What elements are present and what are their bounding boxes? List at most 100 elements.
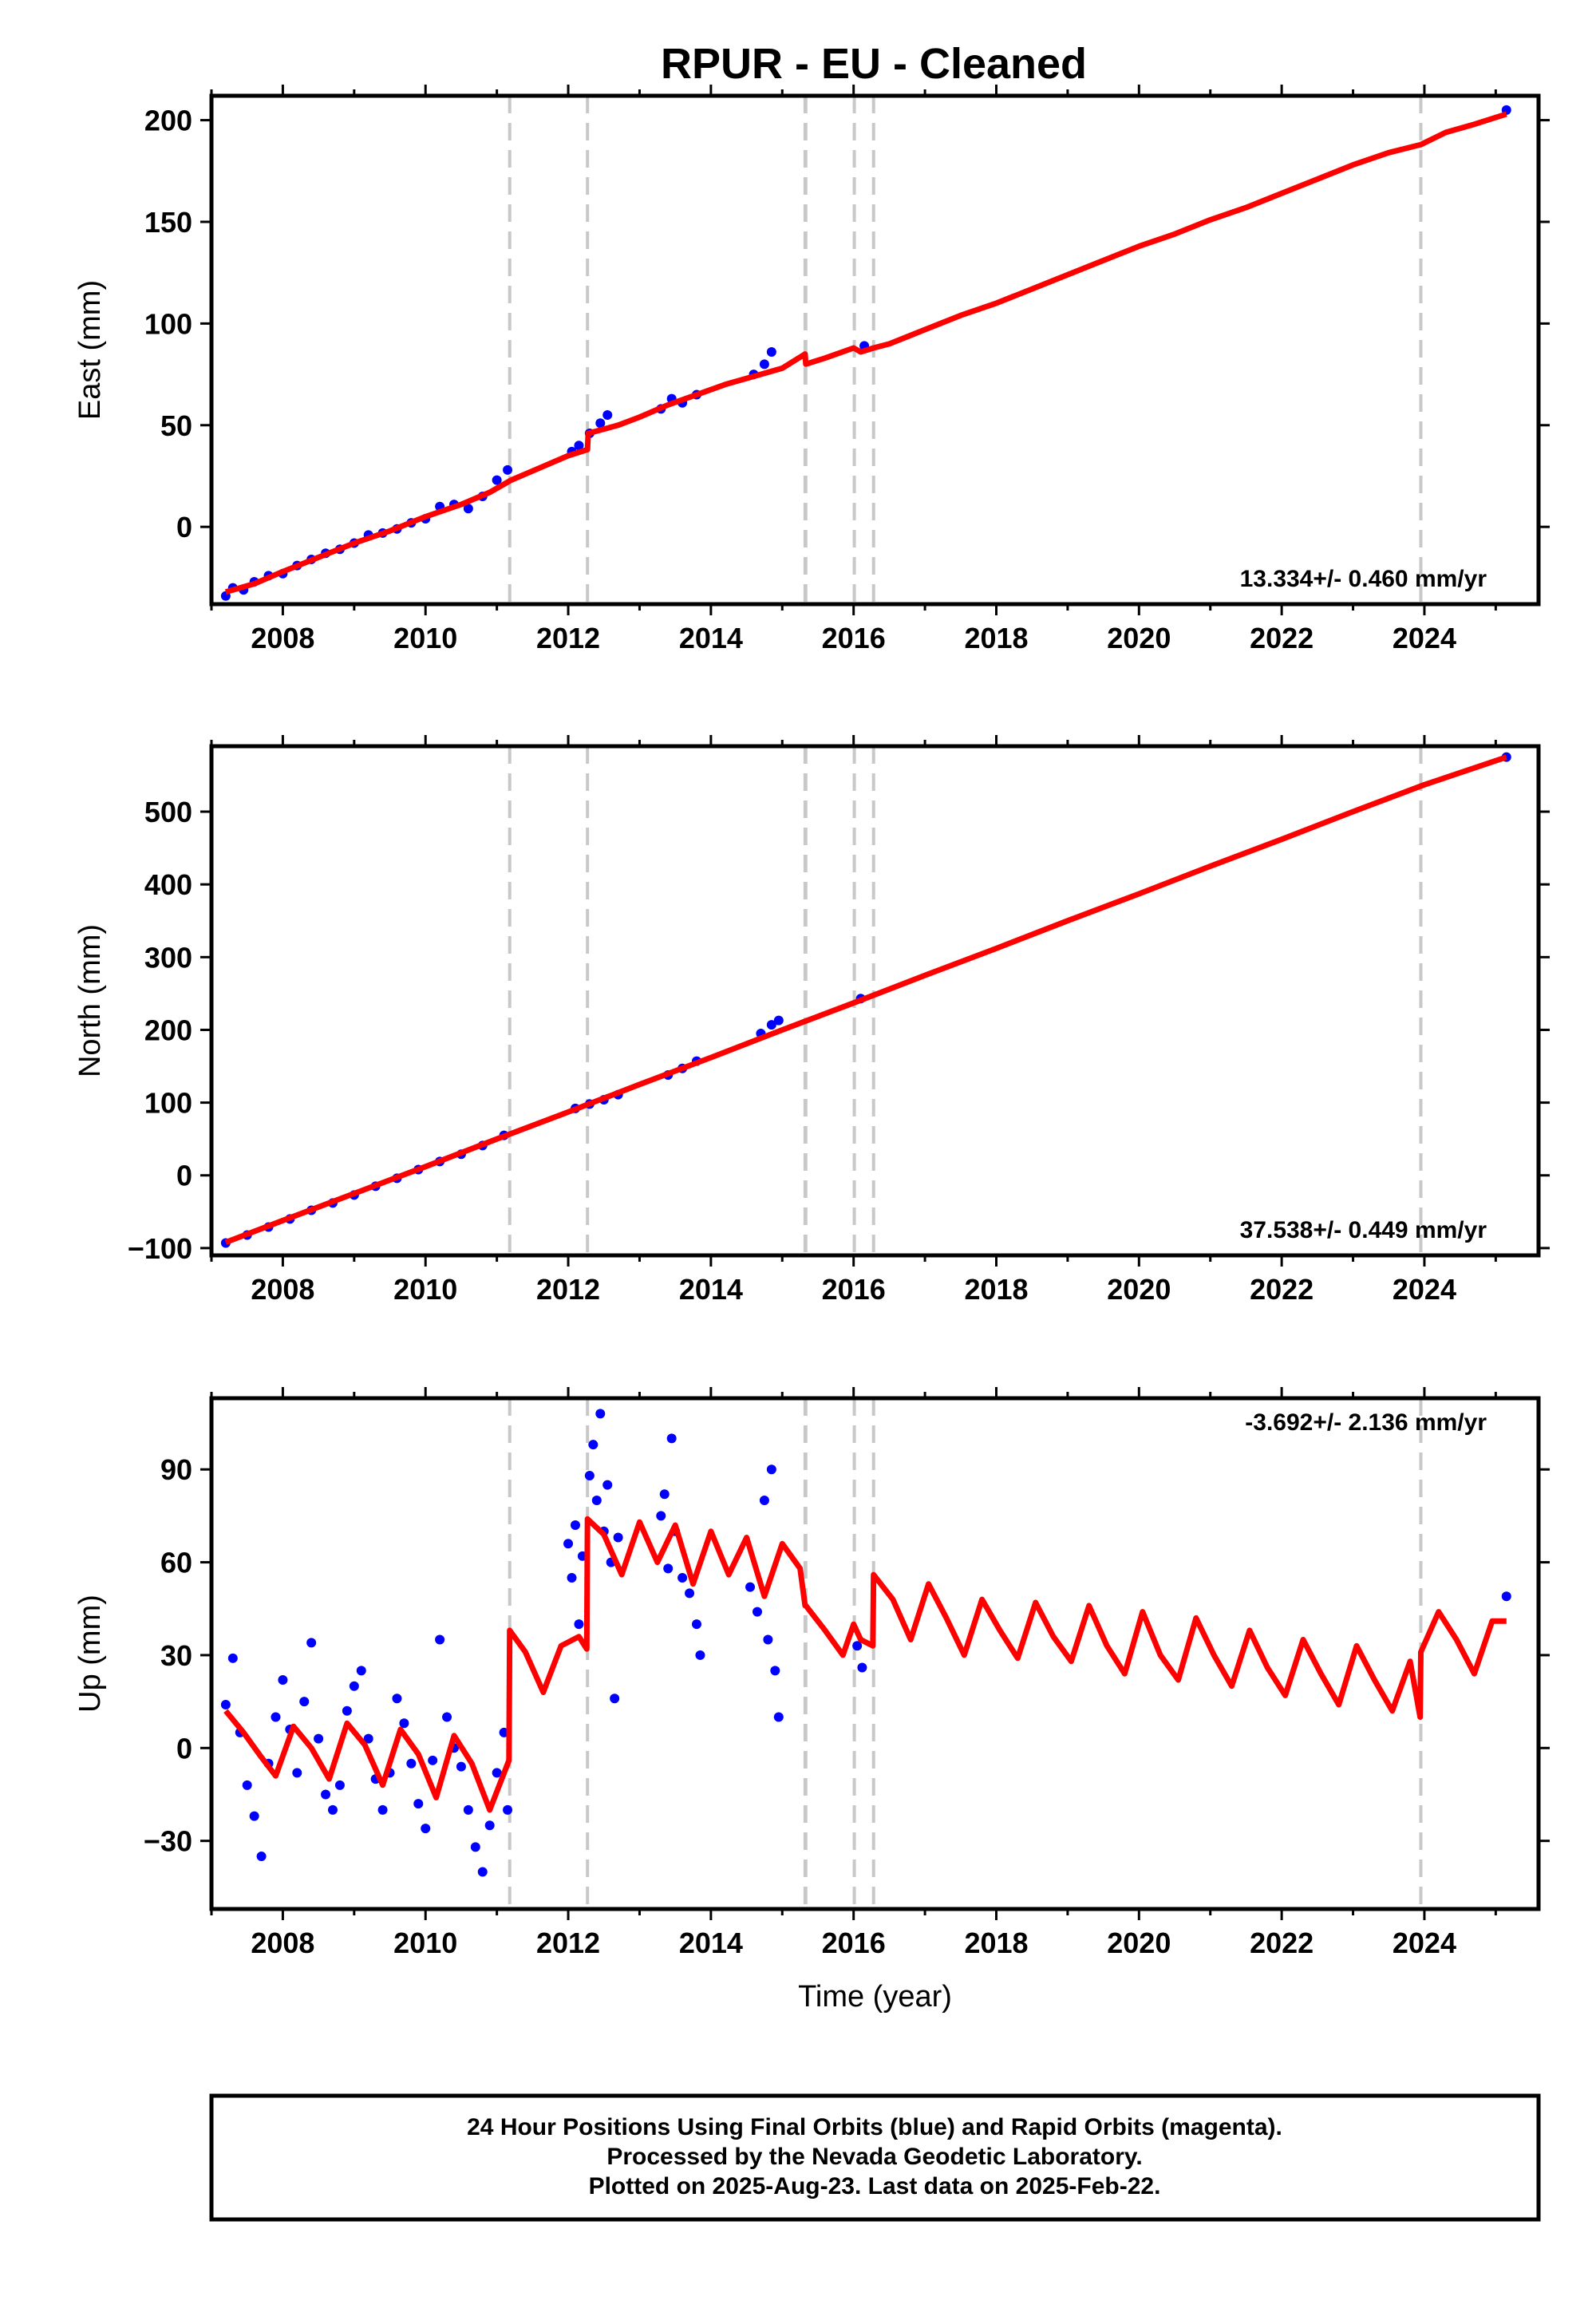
x-tick-label: 2024 xyxy=(1393,622,1456,654)
data-point xyxy=(413,1799,424,1809)
data-point xyxy=(363,1733,373,1744)
model-line xyxy=(223,1516,1507,1813)
data-point xyxy=(406,1758,417,1769)
footer-line-3: Plotted on 2025-Aug-23. Last data on 202… xyxy=(589,2173,1161,2199)
x-tick-label: 2020 xyxy=(1107,622,1171,654)
data-point xyxy=(503,1804,513,1815)
data-point xyxy=(574,1619,584,1630)
data-point xyxy=(567,1572,577,1583)
x-tick-label: 2012 xyxy=(536,1273,600,1306)
x-tick-label: 2014 xyxy=(679,1927,743,1959)
y-tick-label: 200 xyxy=(144,1014,192,1046)
data-point xyxy=(678,1572,688,1583)
data-point xyxy=(770,1666,780,1676)
data-point xyxy=(666,1433,677,1444)
y-tick-label: 100 xyxy=(144,1087,192,1120)
data-point xyxy=(292,1768,302,1778)
data-point xyxy=(613,1532,623,1543)
y-tick-label: −100 xyxy=(128,1232,192,1265)
data-point xyxy=(752,1607,762,1617)
data-point xyxy=(766,347,776,358)
data-point xyxy=(610,1694,620,1704)
model-line xyxy=(224,111,1507,595)
panels: 2008 2010 2012 2014 2016 2018 2020 2022 2024 0 50 1… xyxy=(73,85,1550,2014)
plot-frame xyxy=(209,744,1541,1258)
plot-frame xyxy=(209,1396,1541,1911)
y-axis-label: East (mm) xyxy=(73,280,107,420)
data-point xyxy=(685,1588,695,1599)
y-tick-label: 300 xyxy=(144,941,192,974)
footer-frame xyxy=(209,2093,1541,2222)
data-point xyxy=(470,1842,480,1852)
data-point xyxy=(435,1634,445,1645)
data-point xyxy=(334,1780,345,1790)
x-tick-label: 2022 xyxy=(1250,622,1314,654)
data-point xyxy=(477,1867,488,1877)
data-point xyxy=(227,1653,238,1663)
data-point xyxy=(659,1489,670,1500)
data-point xyxy=(584,1470,595,1480)
x-tick-label: 2012 xyxy=(536,1927,600,1959)
data-point xyxy=(278,1674,288,1685)
data-point xyxy=(773,1015,784,1026)
y-tick-label: 100 xyxy=(144,307,192,340)
x-tick-label: 2014 xyxy=(679,622,743,654)
data-point xyxy=(392,1694,402,1704)
data-point xyxy=(377,1804,388,1815)
data-point xyxy=(759,1496,769,1505)
data-point xyxy=(691,1619,701,1630)
x-tick-label: 2014 xyxy=(679,1273,743,1306)
data-point xyxy=(663,1563,674,1574)
x-tick-label: 2010 xyxy=(393,622,457,654)
x-tick-label: 2016 xyxy=(822,1927,886,1959)
x-tick-label: 2008 xyxy=(251,1927,314,1959)
data-point xyxy=(563,1539,574,1549)
data-point xyxy=(484,1820,495,1831)
y-tick-label: 60 xyxy=(160,1547,192,1579)
data-point xyxy=(256,1852,267,1862)
data-point xyxy=(463,1804,473,1815)
x-tick-label: 2016 xyxy=(822,1273,886,1306)
x-tick-label: 2008 xyxy=(251,622,314,654)
data-point xyxy=(456,1761,466,1772)
model-line xyxy=(224,754,1507,1245)
panel-north: 2008 2010 2012 2014 2016 2018 2020 2022 2024 −100… xyxy=(73,735,1550,1306)
x-tick-label: 2010 xyxy=(393,1273,457,1306)
y-tick-label: −30 xyxy=(144,1825,192,1858)
x-tick-label: 2016 xyxy=(822,622,886,654)
figure-title: RPUR - EU - Cleaned xyxy=(661,40,1087,88)
data-point xyxy=(463,504,473,514)
data-point xyxy=(852,1641,863,1651)
y-tick-label: 50 xyxy=(160,409,192,442)
x-tick-label: 2020 xyxy=(1107,1927,1171,1959)
y-tick-label: 0 xyxy=(176,511,192,543)
panel-up: 2008 2010 2012 2014 2016 2018 2020 2022 2024 −30 0… xyxy=(73,1387,1550,2014)
data-point xyxy=(857,1662,867,1673)
y-tick-label: 200 xyxy=(144,105,192,137)
data-point xyxy=(306,1638,317,1648)
data-point xyxy=(574,441,584,451)
x-tick-label: 2022 xyxy=(1250,1927,1314,1959)
panel-east: 2008 2010 2012 2014 2016 2018 2020 2022 2024 0 50 1… xyxy=(73,85,1550,654)
data-point xyxy=(442,1712,452,1722)
y-tick-label: 400 xyxy=(144,868,192,901)
data-point xyxy=(399,1718,409,1729)
data-point xyxy=(492,475,502,485)
data-point xyxy=(570,1520,580,1531)
y-tick-label: 150 xyxy=(144,206,192,239)
data-point xyxy=(759,359,769,370)
x-tick-label: 2018 xyxy=(964,1273,1028,1306)
y-axis-label: North (mm) xyxy=(73,924,107,1077)
data-point xyxy=(656,1511,666,1521)
data-point xyxy=(428,1755,438,1765)
data-point xyxy=(602,1480,613,1490)
data-point xyxy=(349,1681,359,1691)
x-tick-label: 2018 xyxy=(964,622,1028,654)
data-point xyxy=(321,1789,331,1800)
footer-box: 24 Hour Positions Using Final Orbits (bl… xyxy=(209,2093,1541,2222)
data-point xyxy=(299,1697,310,1707)
footer-line-1: 24 Hour Positions Using Final Orbits (bl… xyxy=(467,2114,1282,2140)
data-point xyxy=(595,1409,606,1419)
x-tick-label: 2024 xyxy=(1393,1927,1456,1959)
